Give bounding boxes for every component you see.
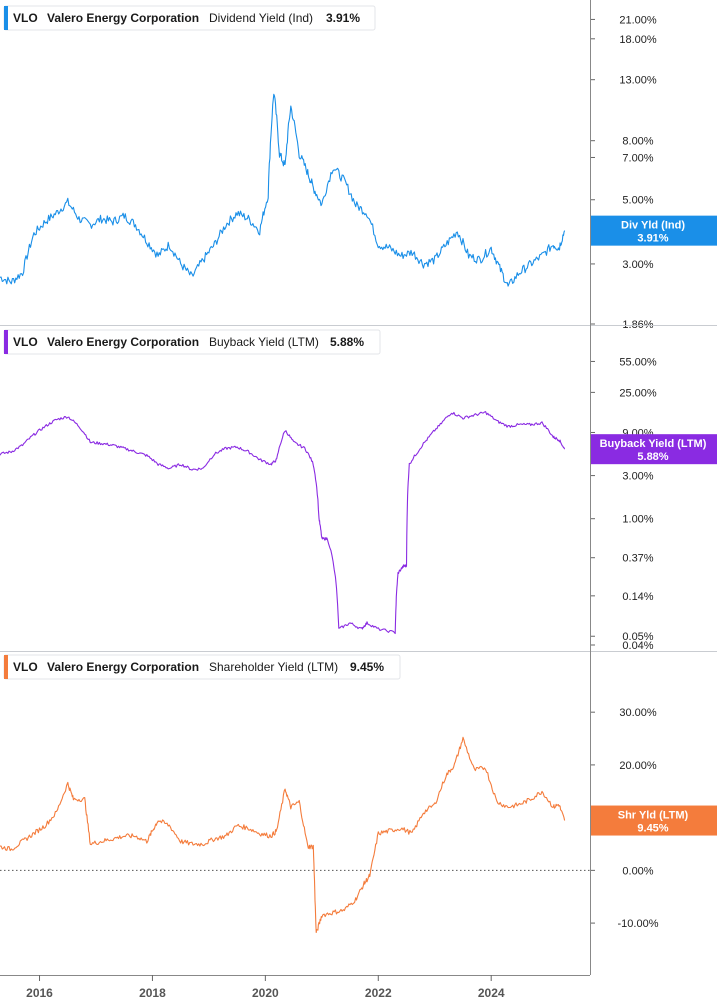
x-tick-label: 2018 [139,986,166,1000]
series-line-2 [0,411,566,635]
badge-metric-label: Shr Yld (LTM) [618,810,689,822]
ticker-label: VLO [13,660,38,674]
y-tick-label: 3.00% [622,259,653,271]
metric-label: Dividend Yield (Ind) [209,11,313,25]
y-tick-label: 8.00% [622,136,653,148]
series-line-1 [0,93,566,287]
company-label: Valero Energy Corporation [47,335,199,349]
y-tick-label: 7.00% [622,152,653,164]
y-tick-label: -10.00% [618,918,659,930]
y-tick-label: 18.00% [619,34,657,46]
x-tick-label: 2022 [365,986,392,1000]
x-tick-label: 2020 [252,986,279,1000]
current-value-label: 3.91% [326,11,360,25]
y-tick-label: 0.04% [622,640,653,652]
current-value-badge [590,434,717,465]
y-tick-label: 21.00% [619,14,657,26]
ticker-label: VLO [13,335,38,349]
badge-value-label: 9.45% [637,823,668,835]
y-tick-label: 25.00% [619,387,657,399]
metric-label: Buyback Yield (LTM) [209,335,319,349]
current-value-label: 9.45% [350,660,384,674]
badge-value-label: 5.88% [637,451,668,463]
badge-value-label: 3.91% [637,233,668,245]
company-label: Valero Energy Corporation [47,11,199,25]
series-color-swatch [4,6,8,30]
y-tick-label: 0.05% [622,631,653,643]
current-value-label: 5.88% [330,335,364,349]
y-tick-label: 20.00% [619,760,657,772]
metric-label: Shareholder Yield (LTM) [209,660,338,674]
series-line-3 [0,736,566,934]
y-tick-label: 55.00% [619,356,657,368]
y-tick-label: 5.00% [622,195,653,207]
x-tick-label: 2024 [478,986,505,1000]
series-color-swatch [4,655,8,679]
y-tick-label: 3.00% [622,471,653,483]
y-tick-label: 30.00% [619,707,657,719]
y-tick-label: 13.00% [619,75,657,87]
y-tick-label: 0.14% [622,591,653,603]
badge-metric-label: Buyback Yield (LTM) [600,438,707,450]
company-label: Valero Energy Corporation [47,660,199,674]
y-tick-label: 0.00% [622,865,653,877]
badge-metric-label: Div Yld (Ind) [621,220,685,232]
y-tick-label: 1.00% [622,514,653,526]
ticker-label: VLO [13,11,38,25]
series-color-swatch [4,330,8,354]
current-value-badge [590,805,717,836]
x-tick-label: 2016 [26,986,53,1000]
y-tick-label: 0.37% [622,553,653,565]
current-value-badge [590,215,717,246]
